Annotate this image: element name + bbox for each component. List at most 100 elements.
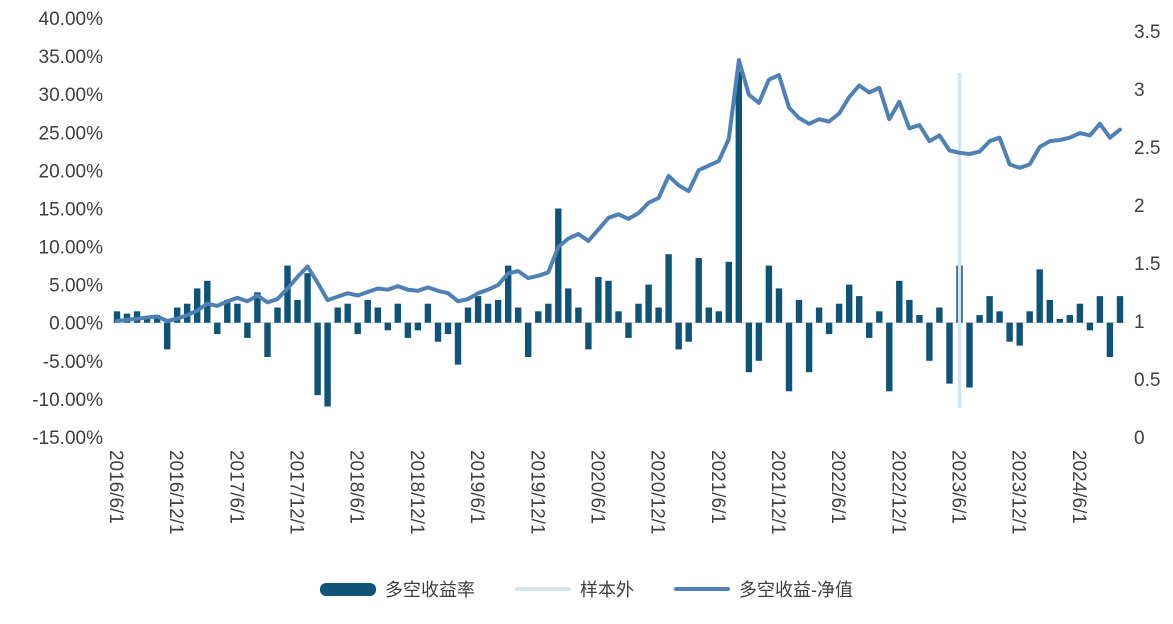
left-axis-tick: -5.00% [43,352,103,373]
x-axis-tick: 2021/12/1 [767,450,788,535]
return-bar [1056,318,1063,323]
return-bar [284,265,291,323]
return-bar [615,311,622,323]
x-axis-tick: 2018/6/1 [346,450,367,524]
return-bar [464,307,472,323]
return-bar [825,322,833,335]
sample-out-swatch [515,587,571,591]
return-bar [1116,296,1124,323]
return-bar [404,322,412,338]
return-bar [745,322,753,373]
x-axis-tick: 2022/6/1 [827,450,848,524]
left-axis-tick: 25.00% [39,123,104,144]
return-bar [264,322,271,357]
legend-item-long-short-return: 多空收益率 [320,576,475,602]
left-axis-tick: -15.00% [32,428,103,449]
return-bar [234,303,241,323]
left-axis-tick: 10.00% [39,238,104,259]
right-axis-tick: 0 [1134,428,1145,449]
x-axis-tick: 2023/12/1 [1008,450,1029,535]
return-bar [164,322,171,350]
return-bar [946,322,953,384]
return-bar [876,311,883,323]
return-bar [525,322,532,357]
return-bar [926,322,933,361]
return-bar [565,288,572,323]
return-bar [856,296,863,323]
return-bar [1086,322,1094,331]
left-axis-tick: 30.00% [39,85,104,106]
return-bar [454,322,462,365]
return-bar [866,322,873,338]
return-bar [795,299,803,323]
return-bar [765,265,773,323]
right-axis-tick: 2.5 [1134,138,1160,159]
left-axis-tick: -10.00% [32,390,103,411]
right-axis-tick: 3.5 [1134,22,1160,43]
return-bar [244,322,251,338]
x-axis-tick: 2024/6/1 [1068,450,1089,524]
return-bar [725,261,732,323]
x-axis-tick: 2020/6/1 [586,450,607,524]
return-bar [194,288,201,323]
return-bar [906,299,913,323]
legend-item-out-of-sample: 样本外 [515,576,634,602]
return-bar [1046,299,1053,323]
x-axis-tick: 2020/12/1 [647,450,668,535]
return-bar [214,322,221,335]
return-bar [936,307,943,323]
x-axis-tick: 2016/12/1 [165,450,186,535]
return-bar [1066,315,1073,323]
return-bar [334,307,341,323]
x-axis-tick: 2019/6/1 [466,450,487,524]
combo-chart: 40.00%35.00%30.00%25.00%20.00%15.00%10.0… [32,9,1160,535]
return-bar [996,311,1003,323]
return-bar [545,303,552,323]
return-bar [324,322,331,407]
x-axis-tick: 2019/12/1 [526,450,547,535]
bar-series-swatch [320,582,376,596]
return-bar [314,322,321,396]
return-bar [364,299,371,323]
return-bar [735,71,742,323]
return-bar [635,303,642,323]
legend-label-long-short-return: 多空收益率 [385,580,475,600]
return-bar [1106,322,1114,357]
left-axis-tick: 15.00% [39,199,104,220]
legend-item-net-value: 多空收益-净值 [674,576,853,602]
return-bar [685,322,692,342]
net-value-line [115,58,1122,323]
return-bar [1096,296,1104,323]
return-bar [434,322,442,342]
return-bar [625,322,632,338]
x-axis-tick: 2023/6/1 [948,450,969,524]
return-bar [1076,303,1084,323]
right-axis-tick: 3 [1134,80,1145,101]
return-bar [835,303,843,323]
return-bar [354,322,361,335]
return-bar [224,299,231,323]
return-bar [1026,311,1033,323]
return-bar [113,311,121,323]
return-bar [815,307,823,323]
return-bar [294,299,301,323]
right-axis-tick: 0.5 [1134,370,1160,391]
return-bar [695,258,702,323]
legend-label-net-value: 多空收益-净值 [739,580,853,600]
return-bar [424,303,432,323]
return-bar [755,322,763,361]
return-bar [555,208,562,323]
left-axis-tick: 35.00% [39,47,104,68]
return-bar [505,265,512,323]
return-bar [986,296,993,323]
left-axis-tick: 20.00% [39,161,104,182]
return-bar [274,307,281,323]
chart-legend: 多空收益率 样本外 多空收益-净值 [0,576,1173,602]
return-bar [715,311,722,323]
return-bar [575,307,582,323]
return-bar [374,307,381,323]
x-axis-tick: 2016/6/1 [105,450,126,524]
right-axis-tick: 1 [1134,312,1145,333]
return-bar [896,280,903,323]
